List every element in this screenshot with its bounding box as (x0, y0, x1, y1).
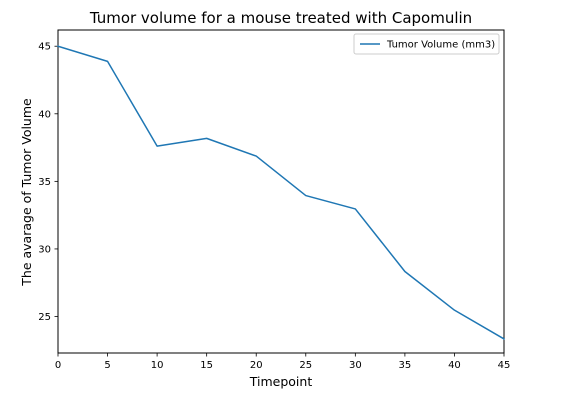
x-tick-label: 15 (200, 360, 213, 371)
chart-title: Tumor volume for a mouse treated with Ca… (89, 9, 472, 27)
y-tick-label: 30 (38, 244, 51, 255)
x-tick-label: 40 (448, 360, 461, 371)
x-tick-label: 25 (299, 360, 312, 371)
axes-frame (57, 29, 505, 354)
plot-area: 0 5 10 15 20 25 30 35 40 45 25 30 35 40 45 (38, 29, 511, 371)
x-tick-label: 45 (498, 360, 511, 371)
x-tick-label: 0 (55, 360, 61, 371)
y-axis-label: The avarage of Tumor Volume (19, 98, 34, 287)
y-tick-label: 25 (38, 312, 51, 323)
x-tick-label: 20 (250, 360, 263, 371)
series-line-0 (57, 45, 506, 340)
y-tick-label: 40 (38, 109, 51, 120)
legend: Tumor Volume (mm3) (353, 33, 500, 55)
y-tick-label: 35 (38, 177, 51, 188)
x-axis-label: Timepoint (249, 374, 313, 389)
x-tick-label: 35 (399, 360, 412, 371)
legend-label: Tumor Volume (mm3) (386, 40, 495, 51)
y-tick-label: 45 (38, 42, 51, 53)
x-tick-label: 10 (151, 360, 164, 371)
x-tick-label: 30 (349, 360, 362, 371)
legend-box (353, 33, 500, 55)
x-tick-label: 5 (104, 360, 110, 371)
